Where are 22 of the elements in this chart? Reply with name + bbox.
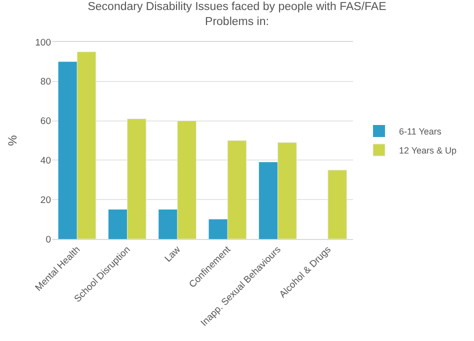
bar [177,120,196,239]
bar [76,52,96,239]
y-tick-label: 0 [46,234,51,246]
bar [258,162,278,239]
bar [278,142,297,239]
y-tick-label: 60 [40,116,51,128]
bar [58,62,78,239]
chart-title: Secondary Disability Issues faced by people with FAS/FAE Problems in: [88,1,387,28]
y-tick-label: 100 [35,37,51,48]
y-tick-label: 40 [40,156,51,167]
legend-label: 6-11 Years [399,126,442,137]
bar [108,209,128,239]
legend-label: 12 Years & Up [399,146,457,156]
bar [227,140,247,239]
y-tick-label: 80 [40,76,51,88]
x-tick-label: Law [162,244,183,264]
bar [127,118,146,239]
bar [208,219,228,239]
bar [328,170,347,239]
y-tick-label: 20 [40,194,51,206]
y-axis-title: % [5,134,20,146]
bar [158,209,178,239]
